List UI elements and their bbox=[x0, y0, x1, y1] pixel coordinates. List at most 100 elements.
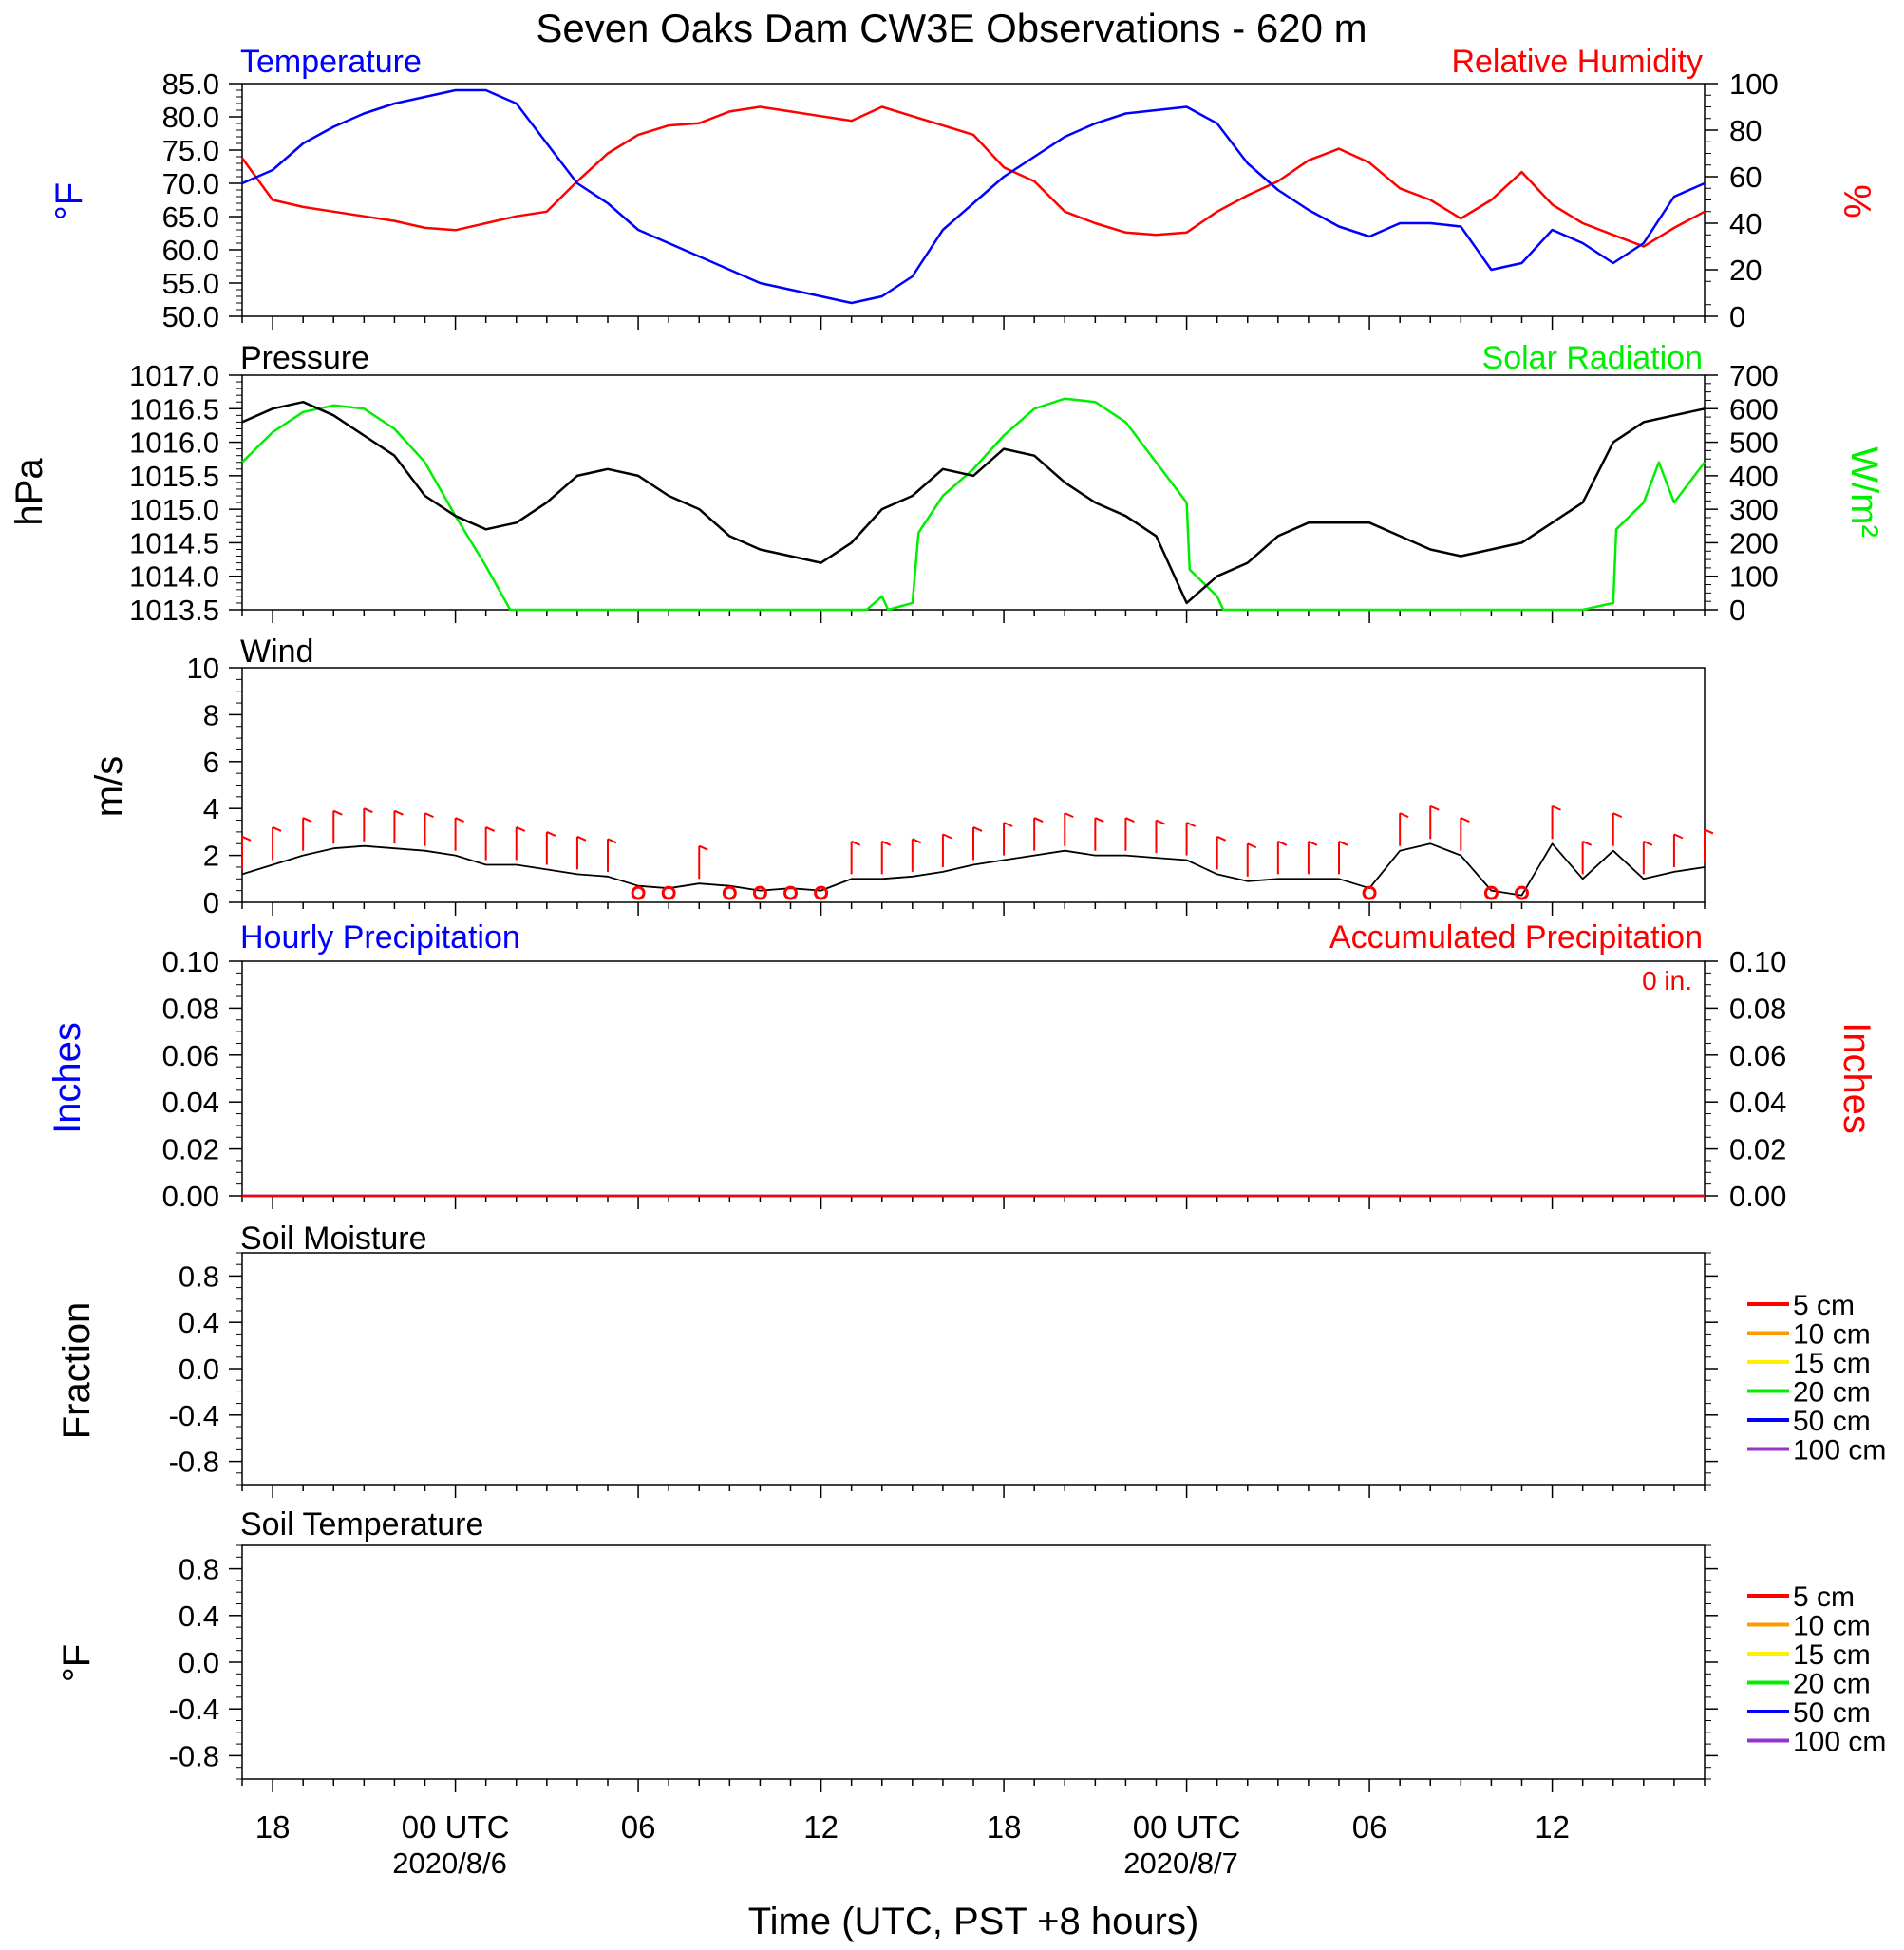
right-tick-label: 0.02 bbox=[1729, 1133, 1786, 1166]
x-tick-label: 12 bbox=[803, 1809, 839, 1845]
left-tick-label: 6 bbox=[203, 746, 219, 779]
left-tick-label: 2 bbox=[203, 840, 219, 873]
left-tick-label: 0.10 bbox=[162, 945, 219, 978]
legend-label: 50 cm bbox=[1793, 1406, 1871, 1437]
right-tick-label: 20 bbox=[1729, 254, 1762, 287]
wind-barb-flag bbox=[1156, 819, 1165, 825]
left-tick-label: -0.8 bbox=[169, 1739, 219, 1772]
calm-wind-marker bbox=[1515, 885, 1529, 900]
left-tick-label: -0.8 bbox=[169, 1446, 219, 1479]
calm-wind-marker bbox=[783, 885, 798, 900]
pressure-solar-panel: Pressure Solar Radiation hPa W/m² 1017.0… bbox=[9, 340, 1885, 627]
legend-label: 15 cm bbox=[1793, 1639, 1871, 1671]
wind-barb-flag bbox=[1247, 842, 1257, 849]
x-tick-label: 18 bbox=[255, 1809, 291, 1845]
wind-speed-line bbox=[241, 842, 1706, 897]
left-tick-label: 70.0 bbox=[162, 167, 219, 200]
wind-barb-flag bbox=[332, 809, 343, 816]
calm-wind-marker bbox=[631, 885, 646, 900]
wind-barb-flag bbox=[272, 826, 282, 832]
right-tick-label: 0.08 bbox=[1729, 992, 1786, 1025]
calm-wind-marker bbox=[814, 885, 829, 900]
plot-frame bbox=[241, 374, 1706, 611]
x-tick-label: 00 UTC bbox=[1133, 1809, 1241, 1845]
wind-barb-flag bbox=[1125, 817, 1135, 823]
calm-wind-marker bbox=[1362, 885, 1377, 900]
plot-frame bbox=[241, 1252, 1706, 1486]
solar-unit: W/m² bbox=[1843, 446, 1885, 538]
wind-barb-flag bbox=[1277, 840, 1288, 846]
solar-line bbox=[241, 397, 1706, 612]
wind-barb-flag bbox=[912, 838, 922, 844]
soil-temperature-panel: Soil Temperature °F 0.8 0.4 0.0 -0.4 -0.8 5 c… bbox=[56, 1506, 1886, 1792]
soil-moisture-unit: Fraction bbox=[56, 1302, 98, 1440]
left-tick-label: 0.04 bbox=[162, 1086, 219, 1119]
left-tick-label: 1017.0 bbox=[129, 359, 219, 392]
right-tick-label: 700 bbox=[1729, 359, 1779, 392]
pressure-title: Pressure bbox=[240, 340, 369, 376]
right-tick-label: 0 bbox=[1729, 594, 1745, 627]
right-tick-label: 0.00 bbox=[1729, 1180, 1786, 1213]
wind-barb-flag bbox=[851, 840, 861, 846]
legend-label: 50 cm bbox=[1793, 1697, 1871, 1729]
soil-temperature-unit: °F bbox=[56, 1644, 98, 1682]
wind-barb-flag bbox=[1216, 835, 1227, 842]
legend-label: 15 cm bbox=[1793, 1348, 1871, 1379]
x-axis-label: Time (UTC, PST +8 hours) bbox=[748, 1901, 1199, 1942]
legend-label: 100 cm bbox=[1793, 1727, 1886, 1758]
accum-precip-unit: Inches bbox=[1836, 1022, 1877, 1134]
temperature-line bbox=[241, 88, 1706, 305]
right-tick-label: 100 bbox=[1729, 67, 1779, 101]
wind-barb-flag bbox=[485, 826, 496, 832]
solar-title: Solar Radiation bbox=[1482, 340, 1703, 376]
calm-wind-marker bbox=[722, 885, 737, 900]
left-tick-label: 55.0 bbox=[162, 267, 219, 300]
legend-label: 5 cm bbox=[1793, 1581, 1855, 1613]
wind-barb-flag bbox=[546, 830, 556, 837]
humidity-line bbox=[240, 105, 1706, 248]
calm-wind-marker bbox=[661, 885, 676, 900]
legend-label: 5 cm bbox=[1793, 1290, 1855, 1321]
legend-label: 20 cm bbox=[1793, 1669, 1871, 1700]
wind-barb-flag bbox=[1003, 822, 1013, 827]
right-tick-label: 0.04 bbox=[1729, 1086, 1786, 1119]
wind-barb-flag bbox=[302, 817, 312, 823]
hourly-precip-unit: Inches bbox=[47, 1022, 88, 1134]
x-tick-label: 00 UTC bbox=[402, 1809, 510, 1845]
plot-frame bbox=[241, 960, 1706, 1197]
left-tick-label: 8 bbox=[203, 698, 219, 731]
plot-frame bbox=[241, 667, 1706, 903]
left-tick-label: 1015.5 bbox=[129, 460, 219, 493]
wind-barb-flag bbox=[1308, 840, 1318, 846]
right-tick-label: 60 bbox=[1729, 161, 1762, 194]
wind-barb-flag bbox=[942, 833, 952, 840]
x-date-label: 2020/8/6 bbox=[392, 1846, 507, 1880]
left-tick-label: 60.0 bbox=[162, 234, 219, 267]
wind-barb-flag bbox=[455, 817, 464, 823]
left-tick-label: 0.06 bbox=[162, 1039, 219, 1072]
precipitation-panel: Hourly Precipitation Accumulated Precipi… bbox=[47, 919, 1877, 1213]
pressure-line bbox=[241, 400, 1706, 605]
wind-barb-flag bbox=[1552, 805, 1561, 811]
wind-barb-flag bbox=[1064, 812, 1074, 819]
left-tick-label: 75.0 bbox=[162, 134, 219, 167]
legend-label: 10 cm bbox=[1793, 1611, 1871, 1642]
accum-precip-title: Accumulated Precipitation bbox=[1329, 919, 1703, 956]
x-date-label: 2020/8/7 bbox=[1123, 1846, 1238, 1880]
figure-title: Seven Oaks Dam CW3E Observations - 620 m bbox=[536, 6, 1367, 50]
left-tick-label: 0.4 bbox=[179, 1600, 219, 1633]
wind-barb-flag bbox=[607, 838, 617, 844]
left-tick-label: 0.8 bbox=[179, 1553, 219, 1586]
wind-barb-flag bbox=[881, 840, 892, 846]
plot-frame bbox=[241, 83, 1706, 317]
right-tick-label: 100 bbox=[1729, 560, 1779, 594]
left-tick-label: 65.0 bbox=[162, 200, 219, 234]
wind-barb-flag bbox=[698, 844, 708, 851]
left-tick-label: 10 bbox=[187, 652, 219, 685]
left-tick-label: 0.08 bbox=[162, 992, 219, 1025]
left-tick-label: 0.0 bbox=[179, 1353, 219, 1386]
right-tick-label: 0 bbox=[1729, 300, 1745, 333]
left-tick-label: 1015.0 bbox=[129, 493, 219, 526]
right-tick-label: 500 bbox=[1729, 426, 1779, 460]
